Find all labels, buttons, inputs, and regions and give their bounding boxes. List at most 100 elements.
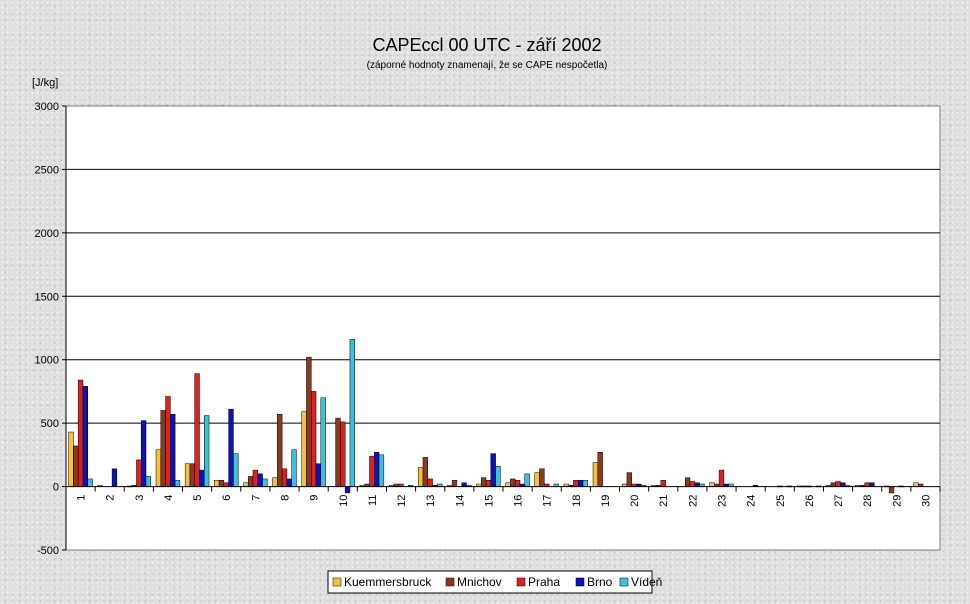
legend-box bbox=[327, 570, 653, 594]
bar bbox=[481, 477, 487, 487]
bar bbox=[257, 473, 263, 487]
bar bbox=[286, 478, 292, 487]
bar bbox=[199, 469, 205, 487]
bar bbox=[514, 479, 521, 487]
legend-swatch bbox=[332, 577, 342, 587]
bar bbox=[718, 469, 725, 487]
y-tick-label: 2000 bbox=[35, 228, 59, 240]
plot-area bbox=[65, 105, 941, 551]
bar bbox=[252, 469, 259, 487]
bar bbox=[869, 482, 875, 487]
x-tick-label: 3 bbox=[134, 495, 146, 501]
legend-label: Kuemmersbruck bbox=[344, 575, 432, 589]
x-tick-label: 20 bbox=[629, 495, 641, 507]
x-tick-label: 26 bbox=[804, 495, 816, 507]
bar bbox=[184, 463, 191, 487]
legend-swatch bbox=[516, 577, 526, 587]
chart-title: CAPEccl 00 UTC - září 2002 bbox=[372, 35, 601, 55]
bar bbox=[335, 417, 341, 487]
x-tick-label: 27 bbox=[833, 495, 845, 507]
bar bbox=[111, 468, 118, 487]
bar bbox=[281, 468, 288, 487]
bar bbox=[374, 452, 380, 487]
x-tick-label: 14 bbox=[454, 495, 466, 507]
x-tick-label: 11 bbox=[367, 495, 379, 506]
bar bbox=[422, 457, 429, 487]
bar bbox=[77, 379, 84, 487]
x-tick-label: 24 bbox=[746, 495, 758, 507]
bar bbox=[830, 482, 836, 487]
x-tick-label: 6 bbox=[221, 495, 233, 501]
bar bbox=[573, 479, 579, 487]
x-tick-label: 2 bbox=[105, 495, 117, 501]
bar bbox=[344, 486, 351, 494]
legend-swatch bbox=[575, 577, 585, 587]
legend-label: Brno bbox=[587, 575, 613, 589]
bar bbox=[291, 449, 297, 487]
bar bbox=[194, 373, 200, 487]
bar bbox=[204, 415, 210, 487]
bar bbox=[539, 468, 545, 487]
bar bbox=[684, 477, 691, 487]
bar bbox=[689, 481, 696, 487]
x-tick-label: 28 bbox=[862, 495, 874, 507]
bar bbox=[315, 463, 322, 487]
bar bbox=[82, 386, 88, 487]
bar bbox=[835, 481, 841, 487]
x-tick-label: 18 bbox=[571, 495, 583, 507]
bar bbox=[694, 482, 700, 487]
x-tick-label: 7 bbox=[250, 495, 262, 501]
legend-swatch bbox=[619, 577, 629, 587]
legend-label: Mnichov bbox=[457, 575, 502, 589]
chart-subtitle: (záporné hodnoty znamenají, že se CAPE n… bbox=[367, 60, 608, 71]
bar bbox=[597, 452, 603, 487]
bar bbox=[461, 482, 467, 487]
bar bbox=[378, 454, 385, 487]
x-tick-label: 22 bbox=[687, 495, 699, 507]
bar bbox=[417, 467, 424, 487]
x-tick-label: 19 bbox=[600, 495, 612, 507]
bar bbox=[233, 453, 239, 487]
x-tick-label: 4 bbox=[163, 495, 175, 501]
bar bbox=[495, 466, 501, 487]
x-tick-label: 1 bbox=[76, 495, 88, 501]
bar bbox=[485, 479, 492, 487]
bar bbox=[592, 462, 599, 487]
bar bbox=[136, 459, 142, 487]
bar bbox=[140, 420, 147, 487]
bar bbox=[888, 486, 895, 494]
y-tick-label: 500 bbox=[41, 418, 59, 430]
x-tick-label: 23 bbox=[717, 495, 729, 507]
bar bbox=[228, 408, 234, 487]
bar bbox=[340, 421, 346, 487]
bar bbox=[223, 482, 229, 487]
bar bbox=[155, 449, 162, 487]
y-axis-label: [J/kg] bbox=[32, 77, 58, 89]
bar bbox=[320, 397, 326, 487]
bar bbox=[262, 478, 268, 487]
bar bbox=[577, 479, 584, 487]
bar bbox=[218, 479, 225, 487]
bar bbox=[490, 453, 496, 487]
x-tick-label: 5 bbox=[192, 495, 204, 501]
bar bbox=[582, 479, 589, 487]
x-tick-label: 16 bbox=[513, 495, 525, 507]
bar bbox=[510, 478, 516, 487]
bar bbox=[709, 482, 715, 487]
bar bbox=[189, 463, 195, 487]
bar bbox=[427, 478, 433, 487]
bar bbox=[272, 477, 278, 487]
bar bbox=[524, 473, 530, 487]
bar bbox=[505, 482, 511, 487]
x-tick-label: 30 bbox=[920, 495, 932, 507]
bar bbox=[68, 431, 74, 487]
bar bbox=[534, 472, 540, 487]
x-tick-label: 25 bbox=[775, 495, 787, 507]
bar bbox=[301, 411, 307, 487]
x-tick-label: 13 bbox=[425, 495, 437, 507]
bar bbox=[660, 479, 666, 487]
bar bbox=[277, 414, 283, 487]
y-tick-label: 3000 bbox=[35, 101, 59, 113]
x-tick-label: 12 bbox=[396, 495, 408, 507]
